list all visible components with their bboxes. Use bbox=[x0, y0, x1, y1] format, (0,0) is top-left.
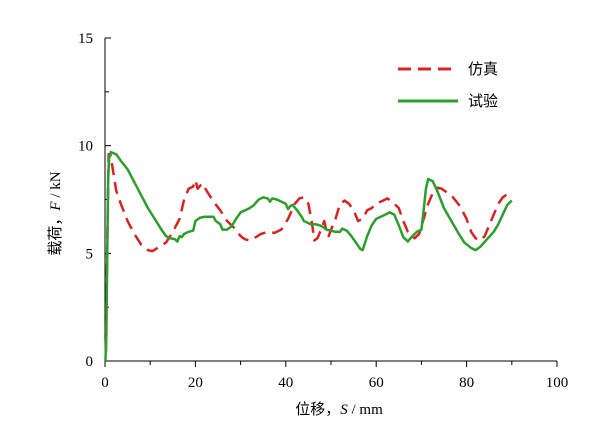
x-axis-title: 位移，S / mm bbox=[295, 401, 383, 418]
x-tick-label: 80 bbox=[459, 375, 474, 391]
legend-label-1: 试验 bbox=[468, 93, 498, 110]
y-tick-label: 0 bbox=[86, 354, 94, 370]
y-tick-label: 10 bbox=[78, 139, 93, 155]
y-tick-label: 15 bbox=[78, 31, 93, 47]
x-tick-label: 40 bbox=[278, 375, 293, 391]
y-tick-label: 5 bbox=[86, 246, 94, 262]
series-line-1 bbox=[104, 150, 513, 362]
y-axis-title: 载荷，F / kN bbox=[47, 171, 64, 255]
x-tick-label: 20 bbox=[188, 375, 203, 391]
legend-label-0: 仿真 bbox=[468, 60, 498, 78]
x-tick-label: 0 bbox=[101, 375, 109, 391]
x-tick-label: 100 bbox=[546, 375, 569, 391]
series-layer bbox=[104, 150, 513, 362]
series-line-0 bbox=[104, 153, 513, 353]
x-tick-label: 60 bbox=[369, 375, 384, 391]
